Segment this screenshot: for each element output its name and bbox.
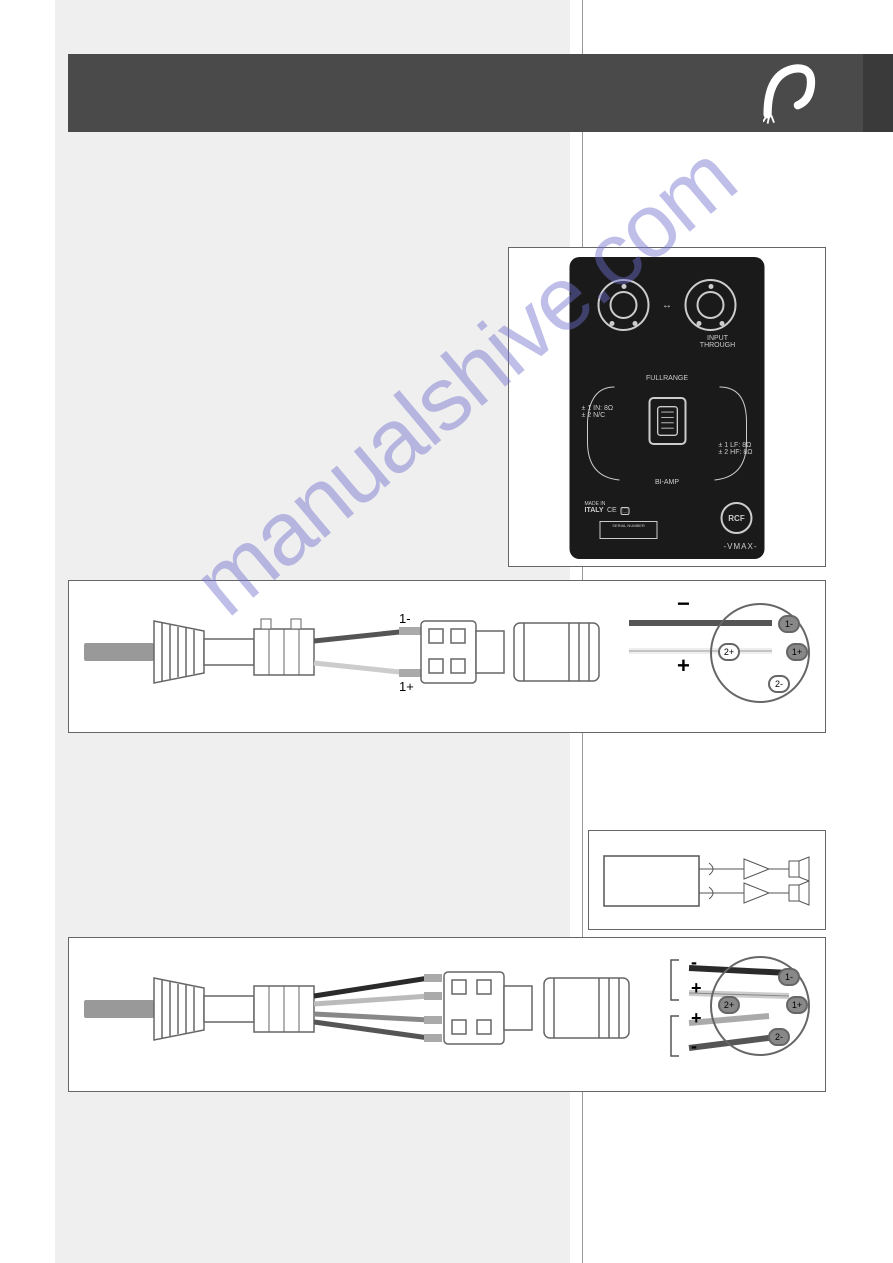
pin4-1-minus: 1- [778, 968, 800, 986]
ch2-minus-label: - [691, 1036, 697, 1057]
pinout-4pole: 1- 1+ 2+ 2- [710, 956, 810, 1056]
plus-label: + [677, 653, 690, 679]
pin-1-plus: 1+ [786, 643, 808, 661]
rear-panel-figure: ↔ INPUTTHROUGH FULLRANGE ± 1 IN: 8Ω ± 2 … [508, 247, 826, 567]
pinout-2pole: 1- 1+ 2+ 2- [710, 603, 810, 703]
fullrange-pins-label: ± 1 IN: 8Ω ± 2 N/C [582, 405, 614, 419]
pin-2-plus: 2+ [718, 643, 740, 661]
lock-switch-icon [648, 397, 686, 445]
fullrange-wiring-diagram: 1- 1+ − + 1- 1+ 2+ 2- [68, 580, 826, 733]
ch2-plus-label: + [691, 1008, 702, 1029]
pin4-2-plus: 2+ [718, 996, 740, 1014]
speakon-connector-left [598, 279, 650, 331]
header-bar [68, 54, 863, 132]
pin4-1-plus: 1+ [786, 996, 808, 1014]
made-in-label: MADE IN ITALY CE ⬚ [585, 501, 630, 514]
speaker-rear-panel: ↔ INPUTTHROUGH FULLRANGE ± 1 IN: 8Ω ± 2 … [570, 257, 765, 559]
ch1-plus-label: + [691, 978, 702, 999]
biamp-wiring-diagram: - + + - 1- 1+ 2+ 2- [68, 937, 826, 1092]
wire-plus-small-label: 1+ [399, 679, 414, 694]
link-arrow-icon: ↔ [662, 300, 672, 311]
fullrange-label: FULLRANGE [570, 375, 765, 382]
pin-2-minus: 2- [768, 675, 790, 693]
rcf-logo: RCF [721, 502, 753, 534]
side-tab [863, 54, 893, 132]
cable-tail-icon [763, 59, 818, 124]
speakon-connector-right [685, 279, 737, 331]
minus-label: − [677, 591, 690, 617]
biamp-label: BI-AMP [570, 479, 765, 486]
biamp-pins-label: ± 1 LF: 8Ω ± 2 HF: 8Ω [719, 442, 753, 456]
pin-1-minus: 1- [778, 615, 800, 633]
ch1-minus-label: - [691, 952, 697, 973]
input-through-label: INPUTTHROUGH [693, 335, 743, 349]
vmax-label: -VMAX- [723, 542, 757, 551]
biamp-block-diagram [588, 830, 826, 930]
wire-minus-small-label: 1- [399, 611, 411, 626]
pin4-2-minus: 2- [768, 1028, 790, 1046]
serial-number-box: SERIAL NUMBER [600, 521, 658, 539]
